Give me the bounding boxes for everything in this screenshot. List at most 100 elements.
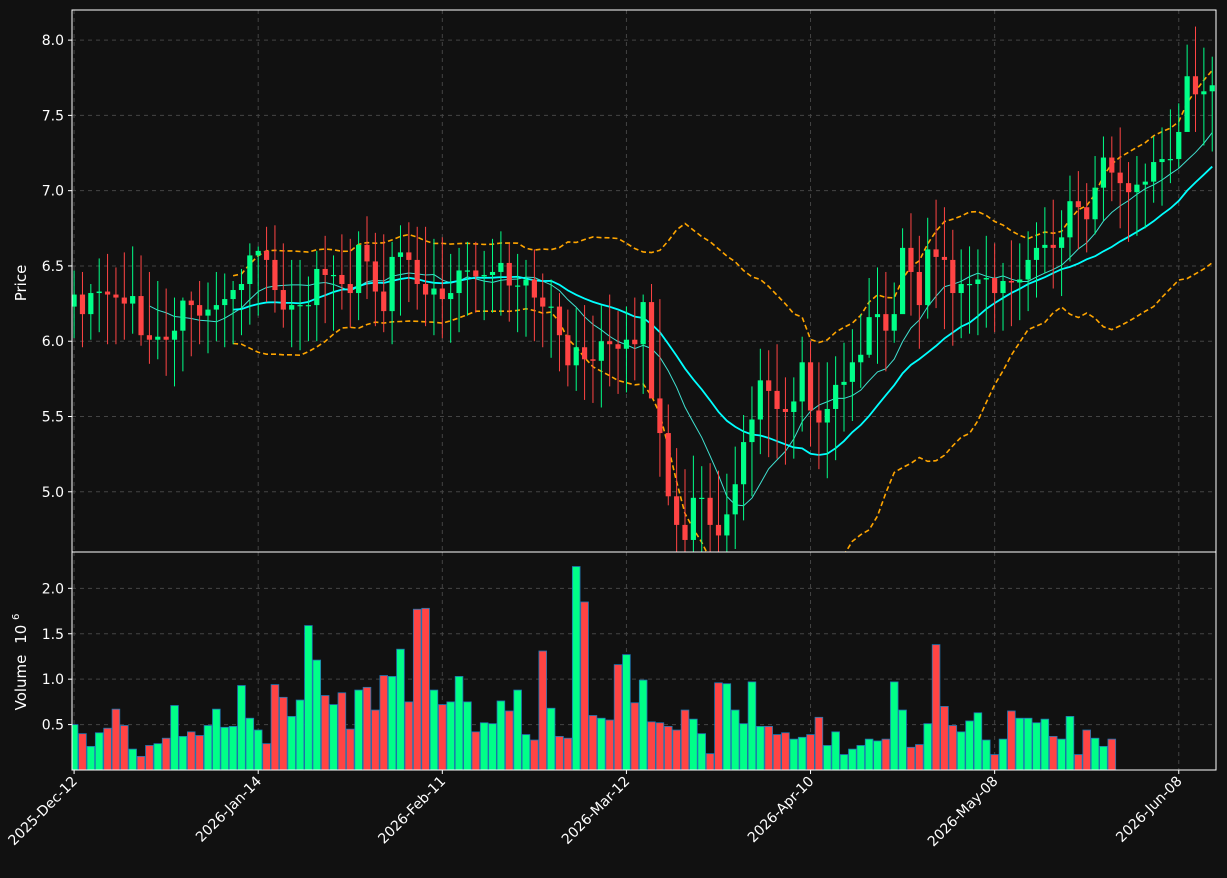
candle-body	[113, 294, 119, 298]
candle	[1201, 47, 1207, 146]
candle	[548, 279, 554, 358]
volume-bar	[982, 739, 991, 770]
candle	[1192, 26, 1199, 132]
candle-body	[1084, 207, 1090, 220]
volume-bar	[689, 718, 698, 770]
candle	[280, 243, 286, 328]
volume-bar	[304, 625, 313, 770]
volume-bar	[1082, 729, 1091, 770]
candle-body	[941, 256, 948, 260]
candle	[757, 348, 763, 455]
ma-slow-line	[233, 165, 1213, 456]
volume-bar	[940, 706, 949, 770]
candle-body	[389, 256, 395, 312]
volume-bar	[471, 731, 481, 770]
candle-body	[422, 284, 429, 295]
volume-bar	[346, 728, 355, 770]
candle	[406, 222, 412, 303]
volume-bar	[103, 727, 112, 770]
volume-bar	[454, 676, 464, 770]
candle-body	[322, 268, 328, 275]
candle-body	[874, 314, 881, 318]
candle-body	[782, 408, 789, 412]
candle-body	[489, 271, 496, 275]
candle	[213, 271, 219, 342]
candle-body	[1192, 76, 1199, 95]
candle-body	[130, 296, 136, 304]
candle	[1117, 127, 1123, 229]
candle	[899, 228, 906, 315]
volume-bar	[245, 717, 255, 770]
volume-bar	[571, 566, 581, 770]
volume-bar	[120, 725, 129, 770]
volume-bar	[1048, 735, 1058, 770]
volume-bar	[555, 735, 564, 770]
candle-body	[899, 247, 906, 315]
candle	[975, 249, 981, 336]
candle	[925, 217, 931, 319]
volume-bar	[931, 644, 941, 770]
volume-tick-label: 2.0	[42, 581, 64, 597]
volume-bar	[329, 704, 338, 770]
candle-body	[1067, 201, 1073, 238]
volume-bar	[262, 743, 271, 770]
volume-bar	[1015, 717, 1025, 770]
candle	[1100, 136, 1107, 221]
volume-bar	[488, 723, 497, 770]
candle	[640, 294, 646, 394]
volume-bar	[446, 701, 455, 770]
volume-bar	[212, 708, 221, 770]
volume-bar	[781, 732, 790, 770]
candle-body	[72, 294, 77, 307]
candle	[682, 469, 688, 552]
volume-bar	[664, 726, 673, 770]
volume-bar	[889, 681, 899, 770]
candle-body	[581, 347, 588, 360]
candle	[1134, 156, 1140, 236]
volume-bar	[287, 716, 296, 770]
volume-bar	[513, 689, 522, 770]
volume-bar	[948, 725, 958, 770]
candle	[188, 291, 194, 357]
volume-tick-label: 0.5	[42, 718, 64, 734]
candle	[197, 281, 203, 345]
candle	[824, 362, 830, 479]
volume-y-axis-label-exponent-power: 6	[11, 614, 22, 620]
candle	[1109, 136, 1115, 202]
candle-body	[1176, 131, 1182, 160]
candle-body	[690, 497, 696, 540]
volume-bar	[228, 726, 238, 770]
volume-bar	[1007, 710, 1016, 770]
candle-body	[623, 339, 630, 349]
candle	[690, 455, 696, 552]
candle-body	[590, 359, 596, 361]
candle-body	[766, 380, 772, 391]
volume-bar	[161, 737, 171, 770]
candle	[648, 284, 655, 399]
candle-body	[849, 362, 855, 382]
candle	[146, 271, 153, 364]
candle-body	[1008, 281, 1014, 283]
volume-bar	[705, 753, 715, 770]
candle	[255, 246, 261, 316]
candle-body	[289, 305, 295, 310]
candle	[590, 315, 596, 403]
candle-body	[1201, 91, 1207, 95]
candle-body	[96, 291, 102, 294]
candle-body	[975, 279, 981, 285]
candle-body	[665, 433, 671, 497]
candle-body	[1042, 244, 1048, 248]
volume-bar	[605, 719, 614, 770]
candle-body	[448, 293, 454, 300]
candle-body	[858, 354, 864, 363]
candle	[1142, 163, 1148, 229]
candle-body	[933, 249, 939, 257]
candle-body	[540, 297, 546, 307]
candle-body	[699, 497, 705, 499]
candle-body	[1092, 187, 1098, 220]
candle-body	[833, 384, 839, 409]
volume-bar	[270, 684, 280, 770]
candle	[573, 308, 579, 391]
candle-body	[866, 317, 872, 355]
candle-body	[908, 247, 914, 272]
